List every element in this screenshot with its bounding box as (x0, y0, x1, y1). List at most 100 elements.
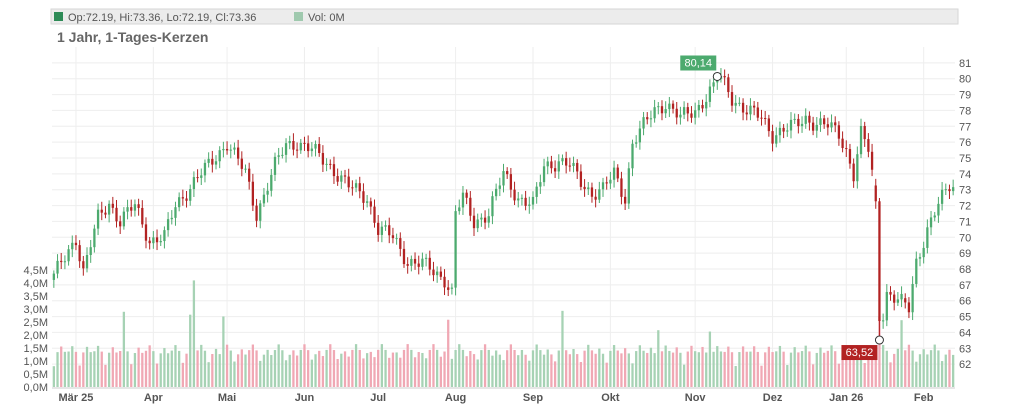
volume-bar (303, 344, 306, 387)
volume-bar (937, 350, 940, 387)
volume-bar (458, 344, 461, 387)
volume-bar (373, 357, 376, 387)
volume-bar (214, 348, 218, 387)
price-tick-label: 81 (959, 58, 971, 70)
candle-body (771, 131, 774, 144)
volume-bar (727, 346, 730, 387)
candle-body (856, 154, 859, 182)
volume-bar (166, 353, 170, 387)
volume-bar (627, 353, 630, 387)
candle-body (233, 147, 236, 150)
low-marker (874, 335, 884, 345)
price-tick-label: 64 (959, 327, 971, 339)
volume-bar (657, 330, 660, 387)
candle-body (270, 174, 273, 191)
volume-bar (321, 356, 325, 387)
volume-bar (310, 359, 313, 387)
volume-bar (601, 353, 605, 387)
volume-bar (211, 353, 214, 387)
candle-body (565, 158, 568, 166)
candle-body (520, 197, 524, 199)
volume-bar (236, 354, 240, 387)
volume-bar (325, 349, 328, 387)
volume-bar (273, 350, 277, 387)
volume-bar (413, 357, 417, 387)
volume-bar (432, 344, 435, 387)
volume-bar (270, 355, 273, 387)
candle-body (214, 161, 218, 165)
candle-body (377, 222, 380, 235)
volume-bar (767, 346, 771, 387)
candle-body (141, 207, 144, 225)
volume-bar (122, 311, 126, 387)
candle-body (494, 188, 498, 197)
candle-body (104, 212, 107, 215)
candle-body (126, 207, 129, 212)
candle-body (904, 298, 907, 303)
x-tick-label: Apr (144, 392, 164, 404)
candle-body (616, 167, 619, 179)
candle-body (56, 260, 59, 274)
volume-bar (738, 352, 741, 387)
ohlc-swatch (54, 12, 63, 21)
candle-body (605, 182, 608, 184)
candle-body (325, 163, 328, 165)
candle-body (815, 124, 818, 131)
volume-bar (535, 344, 538, 387)
candle-body (432, 269, 435, 276)
volume-bar (277, 344, 280, 387)
candle-body (96, 209, 100, 229)
volume-bar (483, 344, 487, 387)
volume-bar (74, 351, 78, 387)
candle-body (159, 241, 162, 243)
candle-body (130, 207, 133, 211)
volume-bars (52, 280, 955, 387)
volume-bar (329, 344, 332, 387)
volume-bar (517, 355, 520, 387)
candle-body (723, 75, 726, 78)
candle-body (200, 175, 203, 178)
volume-bar (487, 349, 490, 387)
volume-bar (926, 354, 929, 387)
volume-bar (163, 348, 166, 387)
candle-body (178, 197, 181, 208)
candle-body (778, 127, 782, 136)
volume-bar (130, 364, 133, 387)
candle-body (642, 117, 645, 129)
volume-bar (491, 355, 494, 387)
volume-bar (391, 352, 395, 387)
volume-bar (900, 320, 903, 387)
volume-bar (893, 353, 896, 387)
volume-bar (229, 350, 232, 387)
candle-body (881, 320, 885, 322)
volume-bar (749, 351, 752, 387)
candle-body (303, 142, 306, 144)
candle-body (185, 198, 188, 201)
price-axis: 62 63 64 65 66 67 68 69 70 71 72 73 74 75 76 77 78 79 80 81 (959, 58, 971, 371)
volume-tick-label: 2,5M (24, 317, 48, 329)
volume-bar (546, 349, 549, 387)
candle-body (749, 105, 752, 115)
volume-bar (107, 352, 111, 387)
candle-body (413, 258, 417, 264)
candle-body (273, 156, 277, 175)
x-tick-label: Jun (295, 392, 315, 404)
volume-tick-label: 0,5M (24, 369, 48, 381)
volume-tick-label: 1,0M (24, 356, 48, 368)
candle-body (362, 191, 365, 203)
x-tick-label: Sep (523, 392, 543, 404)
volume-bar (675, 347, 678, 387)
candle-body (568, 165, 571, 167)
volume-bar (940, 361, 944, 387)
candle-body (885, 291, 888, 321)
candle-body (690, 113, 693, 118)
candle-body (365, 201, 369, 203)
volume-bar (358, 349, 361, 387)
volume-bar (660, 351, 664, 387)
price-tick-label: 74 (959, 169, 971, 181)
candle-body (122, 211, 126, 227)
candle-body (682, 107, 686, 115)
candle-body (332, 164, 336, 177)
volume-bar (686, 351, 689, 387)
volume-bar (428, 349, 431, 387)
